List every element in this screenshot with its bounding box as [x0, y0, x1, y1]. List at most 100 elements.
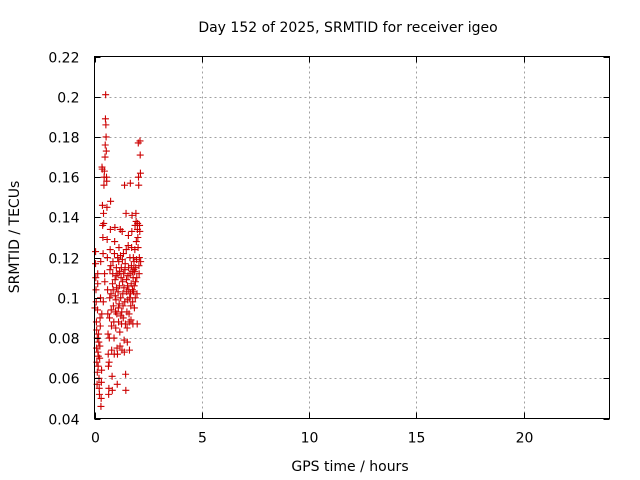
data-point	[95, 384, 103, 392]
y-tick-label: 0.22	[48, 51, 79, 67]
data-point	[106, 314, 114, 322]
data-point	[133, 320, 141, 328]
data-point	[112, 324, 120, 332]
data-point	[107, 290, 115, 298]
x-tick-label: 15	[408, 431, 426, 447]
data-point	[132, 238, 140, 246]
y-tick-label: 0.14	[48, 211, 79, 227]
data-point	[131, 278, 139, 286]
data-point	[98, 310, 106, 318]
data-point	[100, 167, 108, 175]
data-point	[118, 256, 126, 264]
data-point	[121, 260, 129, 268]
data-point	[111, 223, 119, 231]
data-point	[109, 302, 117, 310]
data-point	[120, 284, 128, 292]
data-point	[104, 362, 112, 370]
data-point	[113, 310, 121, 318]
data-point	[136, 137, 144, 145]
data-point	[135, 270, 143, 278]
data-point	[106, 225, 114, 233]
data-point	[110, 334, 118, 342]
data-point	[122, 370, 130, 378]
data-point	[108, 346, 116, 354]
data-point	[102, 91, 110, 99]
data-point	[121, 266, 129, 274]
data-point	[127, 262, 135, 270]
data-point	[123, 338, 131, 346]
data-point	[99, 298, 107, 306]
data-point	[125, 310, 133, 318]
data-point	[112, 296, 120, 304]
data-point	[102, 147, 110, 155]
data-point	[136, 227, 144, 235]
data-point	[100, 209, 108, 217]
data-point	[120, 270, 128, 278]
data-point	[122, 209, 130, 217]
data-point	[121, 320, 129, 328]
data-point	[117, 274, 125, 282]
y-tick-label: 0.04	[48, 413, 79, 429]
data-point	[101, 270, 109, 278]
data-point	[100, 181, 108, 189]
x-axis-label: GPS time / hours	[291, 459, 408, 475]
y-tick-label: 0.18	[48, 131, 79, 147]
axes: 0.04 0.06 0.08 0.1 0.12 0.14 0.16 0.18 0.2 0.22 0 5…	[48, 51, 610, 447]
y-tick-label: 0.06	[48, 372, 79, 388]
data-point	[103, 254, 111, 262]
data-points	[91, 91, 145, 410]
data-point	[131, 294, 139, 302]
data-point	[107, 322, 115, 330]
data-point	[130, 282, 138, 290]
data-point	[116, 328, 124, 336]
data-point	[92, 286, 100, 294]
data-point	[95, 330, 103, 338]
data-point	[116, 342, 124, 350]
data-point	[98, 201, 106, 209]
data-point	[99, 234, 107, 241]
data-point	[96, 354, 104, 362]
data-point	[127, 316, 135, 324]
data-point	[102, 121, 110, 129]
data-point	[120, 348, 128, 356]
data-point	[97, 294, 105, 302]
data-point	[101, 141, 109, 149]
data-point	[94, 362, 102, 370]
data-point	[126, 179, 134, 187]
data-point	[104, 310, 112, 318]
data-point	[134, 173, 142, 181]
data-point	[137, 258, 145, 266]
data-point	[95, 338, 103, 346]
data-point	[108, 386, 116, 394]
data-point	[121, 181, 129, 189]
data-point	[124, 231, 132, 239]
data-point	[92, 318, 100, 326]
data-point	[94, 270, 102, 278]
data-point	[114, 288, 122, 296]
data-point	[102, 133, 110, 141]
data-point	[127, 302, 135, 310]
x-tick-label: 10	[301, 431, 319, 447]
data-point	[131, 268, 139, 276]
data-point	[136, 151, 144, 159]
data-point	[136, 169, 144, 177]
data-point	[96, 314, 104, 322]
data-point	[97, 258, 105, 266]
data-point	[107, 306, 115, 314]
data-point	[95, 390, 103, 398]
data-point	[106, 294, 114, 302]
data-point	[122, 386, 130, 394]
data-point	[94, 280, 102, 288]
data-point	[132, 209, 140, 217]
data-point	[104, 350, 112, 358]
data-point	[92, 298, 100, 306]
data-point	[97, 402, 105, 410]
plot-frame	[94, 56, 610, 419]
data-point	[97, 394, 105, 402]
x-tick-label: 5	[198, 431, 207, 447]
data-point	[100, 219, 108, 227]
data-point	[104, 330, 112, 338]
data-point	[134, 234, 142, 241]
data-point	[97, 378, 105, 386]
data-point	[92, 260, 100, 268]
